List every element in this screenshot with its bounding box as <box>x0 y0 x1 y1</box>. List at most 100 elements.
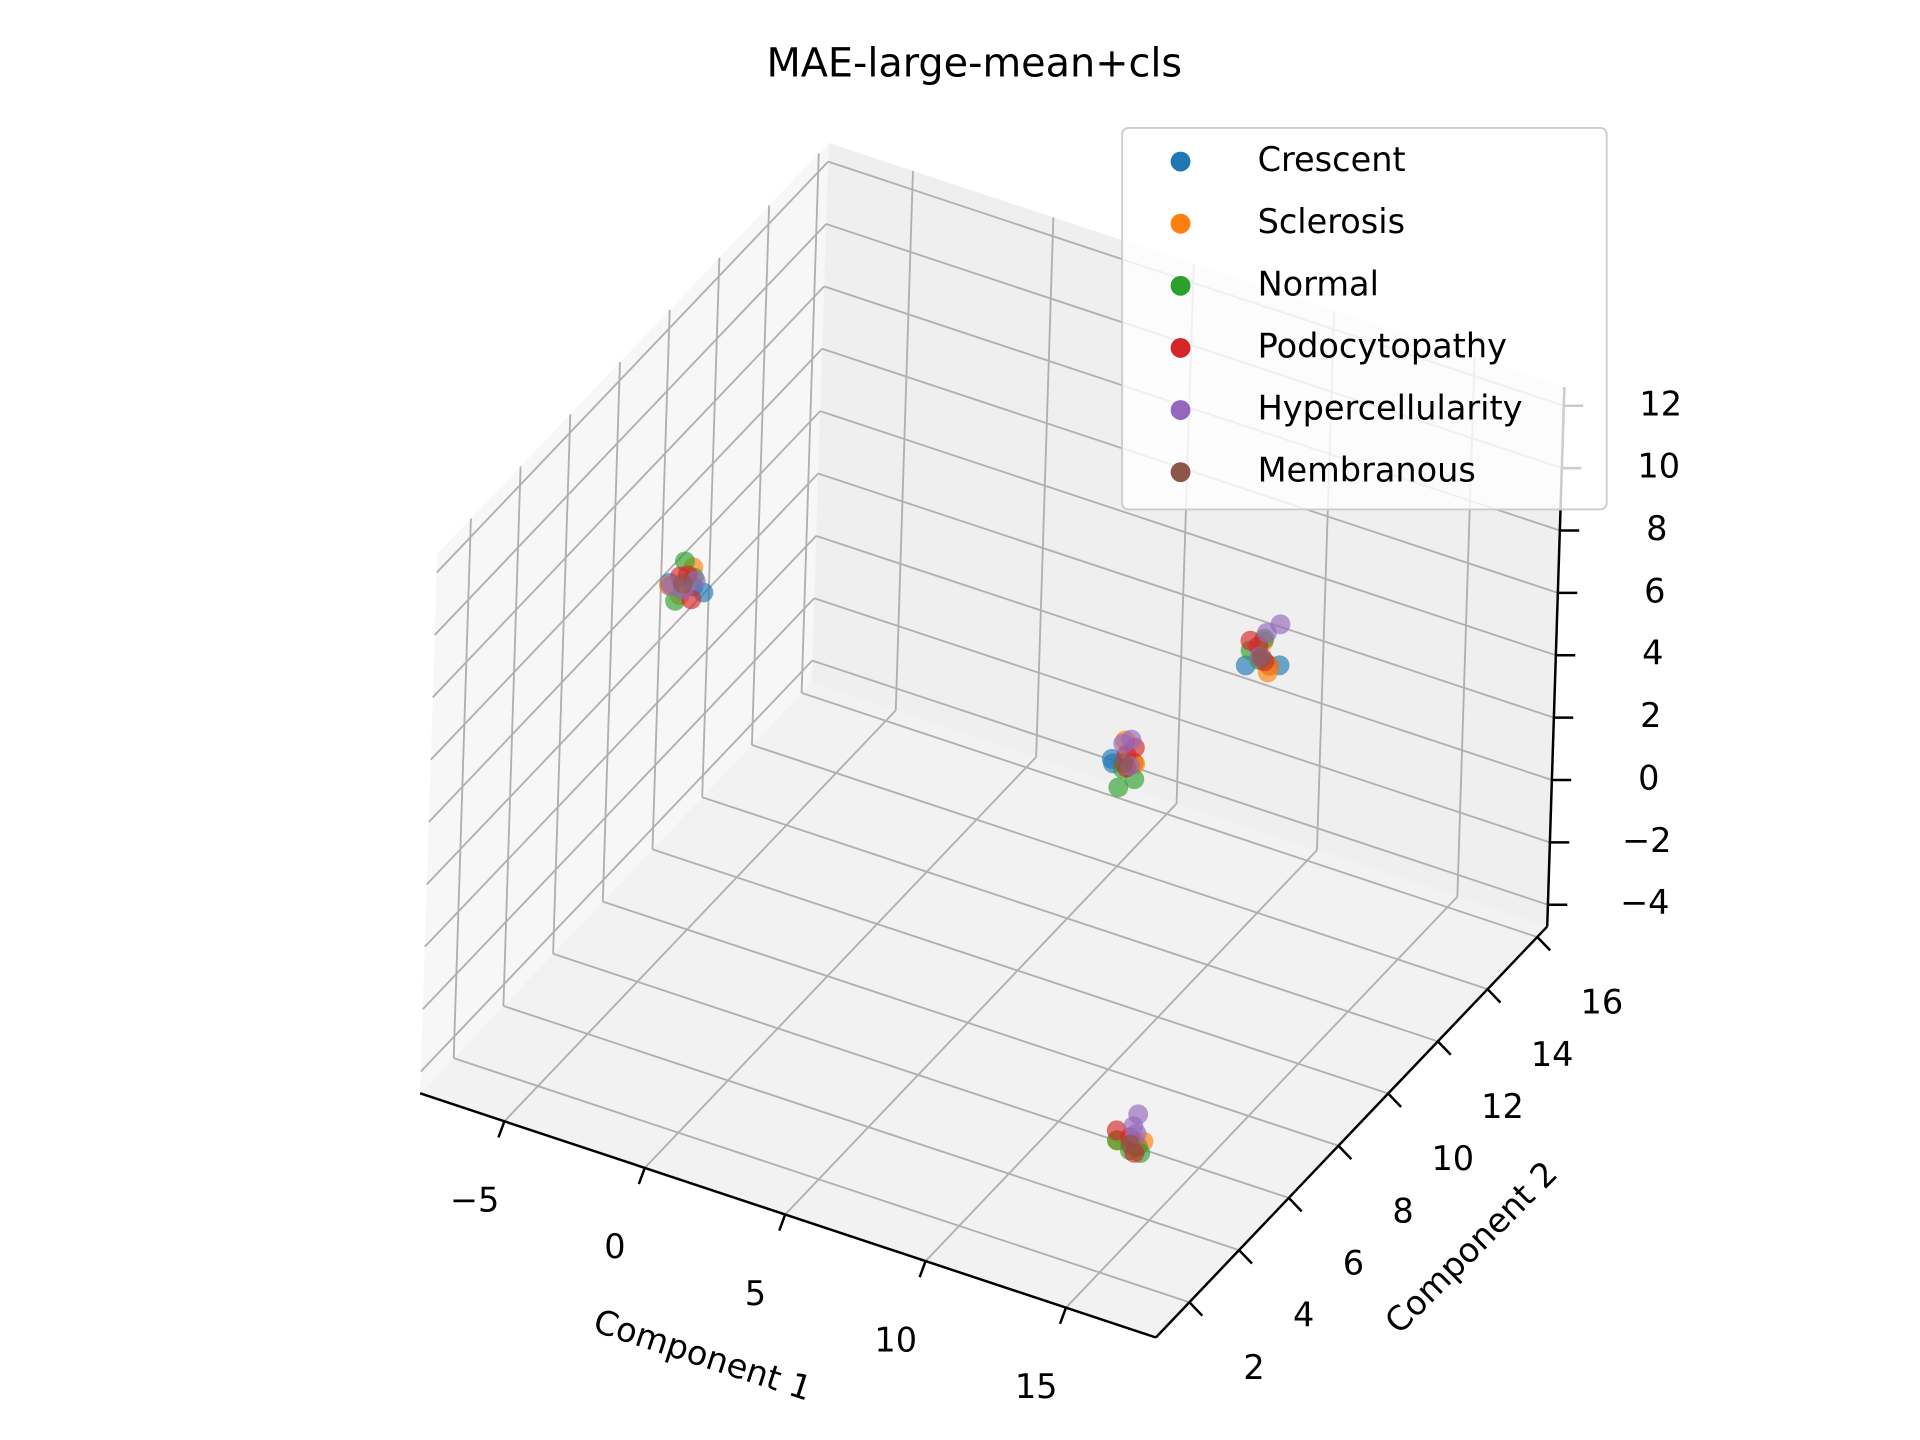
z-tick-label: 10 <box>1637 447 1680 486</box>
pane <box>420 142 829 1094</box>
tick-mark <box>1188 1301 1204 1317</box>
grid-line <box>813 597 1551 844</box>
grid-line <box>428 410 821 823</box>
legend-marker <box>1170 462 1191 483</box>
y-tick-label: 10 <box>1431 1139 1474 1178</box>
x-tick-label: 10 <box>874 1320 917 1359</box>
grid-line <box>502 466 522 1006</box>
data-point <box>672 573 693 594</box>
data-point <box>1121 729 1142 750</box>
grid-line <box>701 796 1439 1043</box>
tick-mark <box>1287 1197 1303 1213</box>
grid-line <box>424 535 817 948</box>
grid-line <box>750 205 771 746</box>
y-tick-label: 14 <box>1531 1035 1574 1074</box>
legend-frame <box>1121 127 1608 511</box>
grid-line <box>815 534 1553 781</box>
grid-line <box>894 170 914 711</box>
legend: Crescent Sclerosis Normal Podocytopathy Hype… <box>1121 127 1608 511</box>
grid-line <box>552 952 1290 1199</box>
grid-line <box>452 518 472 1059</box>
z-tick-label: 6 <box>1644 571 1665 610</box>
z-tick-label: 8 <box>1646 509 1667 548</box>
tick-mark <box>1337 1144 1353 1161</box>
legend-marker <box>1170 213 1191 234</box>
grid-line <box>453 1057 1190 1304</box>
data-point <box>1251 647 1272 668</box>
x-tick-label: 5 <box>745 1274 766 1313</box>
y-tick-label: 8 <box>1392 1191 1413 1230</box>
grid-line <box>420 659 813 1073</box>
grid-line <box>436 160 829 574</box>
legend-label: Hypercellularity <box>1258 389 1523 428</box>
data-point <box>1128 1104 1149 1125</box>
grid-line <box>503 1005 1240 1251</box>
tick-mark <box>1536 936 1552 952</box>
legend-label: Membranous <box>1258 451 1476 490</box>
grid-line <box>434 223 827 636</box>
legend-marker <box>1170 275 1191 296</box>
y-tick-label: 12 <box>1481 1087 1524 1126</box>
grid-line <box>552 414 572 954</box>
x-tick-label: 15 <box>1015 1367 1058 1406</box>
tick-mark <box>1387 1092 1402 1108</box>
grid-line <box>819 410 1557 657</box>
legend-marker <box>1170 400 1191 420</box>
data-point <box>1113 753 1134 773</box>
data-point <box>1120 1134 1141 1155</box>
x-tick-label: −5 <box>450 1181 499 1220</box>
tick-mark <box>1436 1040 1452 1056</box>
data-point <box>1270 614 1291 635</box>
x-tick-label: 0 <box>604 1227 625 1266</box>
legend-marker <box>1170 151 1191 172</box>
grid-line <box>751 744 1488 991</box>
axis-line <box>419 1092 1157 1339</box>
grid-line <box>432 285 825 698</box>
tick-mark <box>1058 1307 1068 1325</box>
tick-mark <box>1238 1249 1253 1265</box>
y-tick-label: 16 <box>1581 983 1624 1022</box>
grid-line <box>811 659 1549 906</box>
y-tick-label: 6 <box>1343 1244 1364 1283</box>
grid-line <box>800 153 820 693</box>
legend-marker <box>1170 337 1191 358</box>
grid-line <box>784 802 1178 1216</box>
legend-label: Sclerosis <box>1258 202 1406 241</box>
y-axis-label: Component 2 <box>1377 1153 1565 1341</box>
chart-title: MAE-large-mean+cls <box>766 40 1182 86</box>
z-tick-label: 0 <box>1638 758 1659 797</box>
grid-line <box>1035 217 1055 757</box>
legend-label: Normal <box>1258 264 1379 303</box>
grid-line <box>801 691 1538 938</box>
z-tick-label: 12 <box>1639 384 1682 423</box>
grid-line <box>430 348 823 761</box>
legend-label: Podocytopathy <box>1258 326 1507 365</box>
grid-line <box>422 597 815 1010</box>
grid-line <box>701 257 721 798</box>
z-tick-label: −4 <box>1620 883 1669 922</box>
tick-mark <box>778 1214 787 1232</box>
grid-line <box>924 849 1318 1262</box>
axis-line <box>1154 925 1549 1339</box>
x-axis-label: Component 1 <box>589 1301 817 1408</box>
grid-line <box>1065 896 1459 1309</box>
z-tick-label: 4 <box>1642 634 1663 673</box>
grid-line <box>817 472 1555 719</box>
grid-line <box>426 472 819 886</box>
grid-line <box>601 362 621 902</box>
grid-line <box>503 709 897 1122</box>
y-tick-label: 4 <box>1293 1296 1314 1335</box>
tick-mark <box>497 1120 506 1138</box>
tick-mark <box>637 1167 646 1185</box>
grid-line <box>602 900 1339 1147</box>
grid-line <box>652 848 1389 1095</box>
data-point <box>1108 777 1129 798</box>
legend-label: Crescent <box>1258 140 1406 179</box>
grid-line <box>644 756 1037 1169</box>
tick-mark <box>1486 988 1502 1004</box>
tick-mark <box>918 1260 927 1278</box>
y-tick-label: 2 <box>1243 1348 1264 1387</box>
z-tick-label: −2 <box>1622 821 1671 860</box>
z-tick-label: 2 <box>1640 696 1661 735</box>
